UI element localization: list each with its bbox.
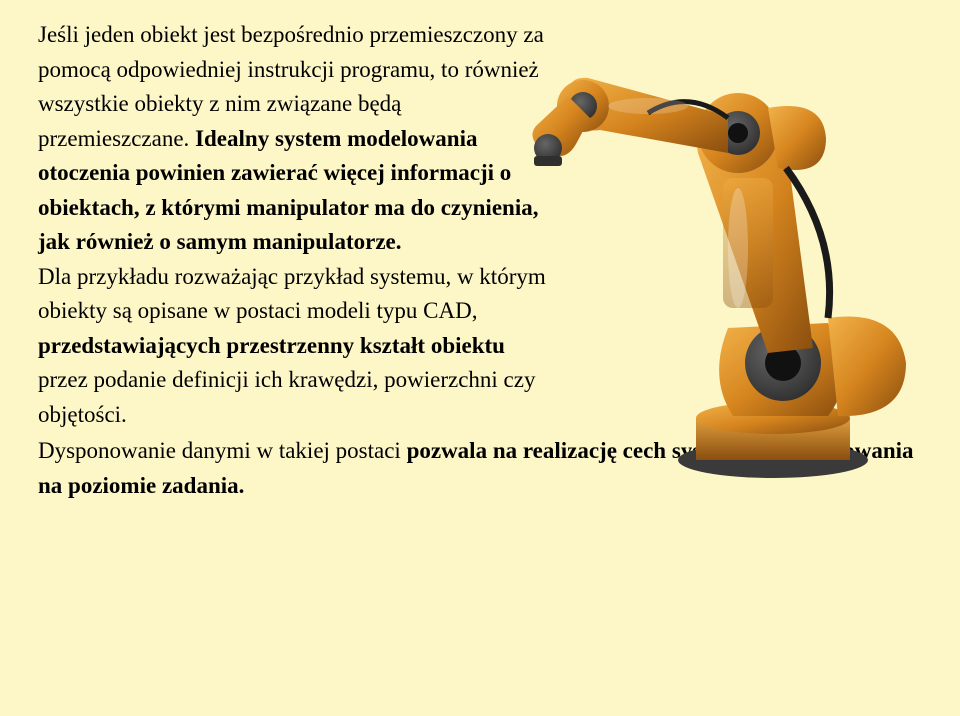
robot-counterweight	[828, 316, 906, 416]
robot-highlight-2	[608, 98, 688, 114]
robot-image	[528, 18, 938, 478]
p3-a: Dysponowanie danymi w takiej postaci	[38, 438, 407, 463]
paragraph-1: Jeśli jeden obiekt jest bezpośrednio prz…	[38, 18, 558, 260]
robot-highlight-1	[728, 188, 748, 308]
paragraph-2: Dla przykładu rozważając przykład system…	[38, 260, 558, 433]
robot-elbow-cap	[728, 123, 748, 143]
p2-c: przez podanie definicji ich krawędzi, po…	[38, 367, 535, 427]
p2-a: Dla przykładu rozważając przykład system…	[38, 264, 546, 324]
p2-b: przedstawiających przestrzenny kształt o…	[38, 333, 505, 358]
robot-tool-plate	[534, 156, 562, 166]
